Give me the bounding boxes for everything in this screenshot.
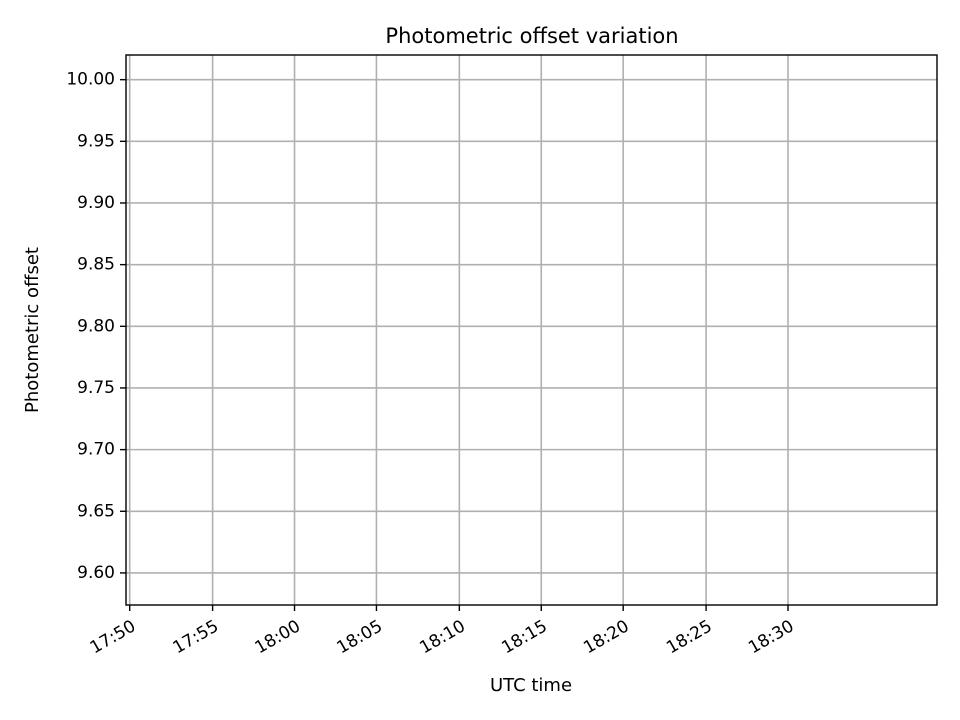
y-tick-label: 9.85 <box>77 255 115 275</box>
grid <box>126 55 937 605</box>
y-tick-label: 9.65 <box>77 501 115 521</box>
y-axis-label: Photometric offset <box>22 247 43 413</box>
plot-background <box>126 55 937 605</box>
y-tick-label: 9.80 <box>77 316 115 336</box>
y-tick-label: 9.90 <box>77 193 115 213</box>
chart-title: Photometric offset variation <box>385 24 678 48</box>
y-tick-label: 9.70 <box>77 440 115 460</box>
plot-frame <box>125 54 938 606</box>
y-axis-ticks: 9.60 9.65 9.70 9.75 9.80 9.85 9.90 9.95 10.00 <box>66 70 126 583</box>
x-axis-label: UTC time <box>490 675 572 696</box>
y-tick-label: 9.60 <box>77 563 115 583</box>
y-tick-label: 9.75 <box>77 378 115 398</box>
y-tick-label: 9.95 <box>77 131 115 151</box>
y-tick-label: 10.00 <box>66 70 115 90</box>
